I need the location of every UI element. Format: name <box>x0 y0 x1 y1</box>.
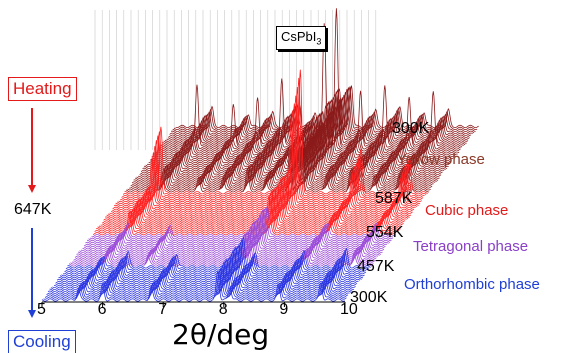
trace-line <box>100 187 404 226</box>
trace-line <box>82 217 386 249</box>
trace-line <box>43 269 347 300</box>
trace-line <box>140 129 445 173</box>
x-axis-symbol: 2θ <box>172 318 207 351</box>
trace-line <box>88 208 392 242</box>
trace-line <box>164 98 469 142</box>
temperature-label-554: 554K <box>366 224 404 241</box>
temperature-label-587: 587K <box>375 190 413 207</box>
trace-line <box>46 264 350 296</box>
trace-line <box>106 177 410 218</box>
trace-line <box>115 117 419 207</box>
temperature-label-bottom: 300K <box>350 289 388 306</box>
turn-temperature-label: 647K <box>14 201 52 218</box>
trace-line <box>96 190 400 232</box>
phase-label-orthorhombic: Orthorhombic phase <box>404 276 540 293</box>
trace-line <box>145 123 449 167</box>
x-axis-label: 2θ/deg <box>172 318 269 351</box>
trace-line <box>104 178 409 220</box>
trace-line <box>83 213 388 248</box>
trace-line <box>89 206 394 240</box>
trace-line <box>137 134 442 177</box>
trace-line <box>41 270 346 302</box>
cooling-label: Cooling <box>8 330 76 353</box>
trace-line <box>127 147 431 191</box>
trace-line <box>97 189 401 230</box>
trace-line <box>146 122 451 166</box>
trace-line <box>85 211 389 245</box>
trace-line <box>122 77 427 197</box>
trace-line <box>125 148 430 193</box>
process-arrows <box>28 108 36 318</box>
x-tick-label: 7 <box>158 301 168 318</box>
x-tick-label: 8 <box>218 301 228 318</box>
trace-line <box>107 176 412 216</box>
cooling-arrow-head <box>28 310 36 318</box>
x-tick-label: 5 <box>37 301 46 318</box>
trace-line <box>118 103 422 203</box>
trace-line <box>87 209 391 244</box>
trace-line <box>121 86 425 199</box>
phase-label-yellow: Yellow phase <box>397 151 485 168</box>
x-tick-label: 9 <box>279 301 289 318</box>
trace-line <box>142 126 446 171</box>
trace-line <box>44 267 349 298</box>
trace-line <box>116 110 421 205</box>
compound-base: CsPbI <box>281 29 317 44</box>
trace-line <box>47 261 352 294</box>
trace-line <box>131 140 436 185</box>
trace-line <box>91 206 395 238</box>
x-axis-unit: /deg <box>206 318 270 351</box>
trace-line <box>79 220 383 253</box>
trace-line <box>120 95 424 201</box>
phase-label-tetragonal: Tetragonal phase <box>413 238 529 255</box>
trace-line <box>134 136 439 181</box>
heating-label: Heating <box>8 77 77 101</box>
diffraction-traces <box>41 8 479 307</box>
x-tick-label: 6 <box>97 301 107 318</box>
trace-line <box>129 146 433 189</box>
compound-label: CsPbI3 <box>276 26 327 50</box>
temperature-label-top: 300K <box>392 120 430 137</box>
trace-line <box>80 219 385 251</box>
trace-line <box>136 135 440 179</box>
trace-line <box>130 143 434 187</box>
trace-line <box>133 137 437 183</box>
phase-label-cubic: Cubic phase <box>425 202 509 219</box>
trace-line <box>124 69 428 195</box>
heating-arrow-head <box>28 185 36 193</box>
compound-subscript: 3 <box>316 36 322 47</box>
trace-line <box>139 132 443 175</box>
trace-line <box>49 259 353 292</box>
trace-line <box>109 175 413 214</box>
x-tick-label: 10 <box>340 301 358 318</box>
trace-line <box>98 188 403 228</box>
temperature-label-457: 457K <box>357 258 395 275</box>
